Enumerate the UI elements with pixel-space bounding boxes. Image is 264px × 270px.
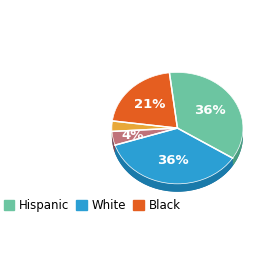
- Polygon shape: [115, 145, 233, 192]
- Text: 4%: 4%: [121, 129, 144, 142]
- Polygon shape: [115, 128, 177, 153]
- Legend: Hispanic, White, Black: Hispanic, White, Black: [1, 197, 183, 215]
- Polygon shape: [233, 130, 243, 166]
- Ellipse shape: [112, 80, 243, 192]
- Polygon shape: [112, 73, 177, 128]
- Polygon shape: [112, 121, 177, 131]
- Polygon shape: [177, 128, 233, 166]
- Polygon shape: [112, 128, 177, 145]
- Polygon shape: [112, 128, 177, 139]
- Polygon shape: [115, 128, 233, 184]
- Polygon shape: [169, 72, 243, 158]
- Text: 36%: 36%: [157, 154, 188, 167]
- Text: 21%: 21%: [134, 98, 166, 111]
- Polygon shape: [177, 128, 233, 166]
- Polygon shape: [112, 131, 115, 153]
- Polygon shape: [112, 128, 177, 139]
- Polygon shape: [115, 128, 177, 153]
- Text: 36%: 36%: [194, 104, 225, 117]
